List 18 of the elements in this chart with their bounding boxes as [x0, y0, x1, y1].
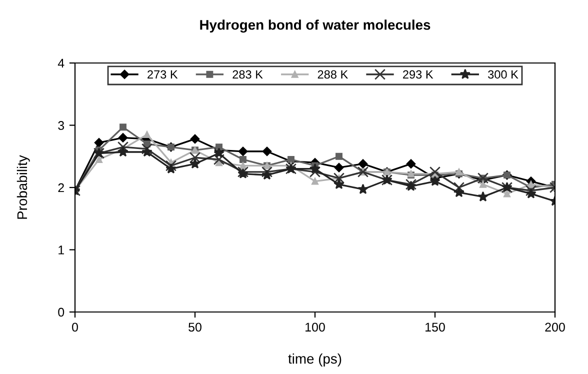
x-axis-title: time (ps) [288, 354, 342, 366]
x-tick-label: 150 [426, 322, 445, 332]
legend-label: 300 K [488, 70, 518, 79]
legend-label: 293 K [403, 70, 434, 79]
y-tick-label: 3 [58, 121, 64, 130]
x-tick-label: 100 [306, 322, 325, 332]
y-axis-title: Probability [16, 155, 30, 219]
x-tick-label: 0 [72, 322, 78, 332]
legend-label: 283 K [232, 70, 263, 79]
x-tick-label: 200 [545, 322, 565, 332]
x-tick-label: 50 [188, 322, 202, 332]
legend-label: 273 K [148, 70, 178, 79]
legend-label: 288 K [318, 70, 348, 79]
chart-title: Hydrogen bond of water molecules [200, 20, 430, 33]
y-tick-label: 1 [58, 246, 64, 254]
y-tick-label: 0 [58, 308, 64, 317]
y-tick-label: 4 [58, 58, 64, 68]
y-tick-label: 2 [58, 183, 64, 192]
